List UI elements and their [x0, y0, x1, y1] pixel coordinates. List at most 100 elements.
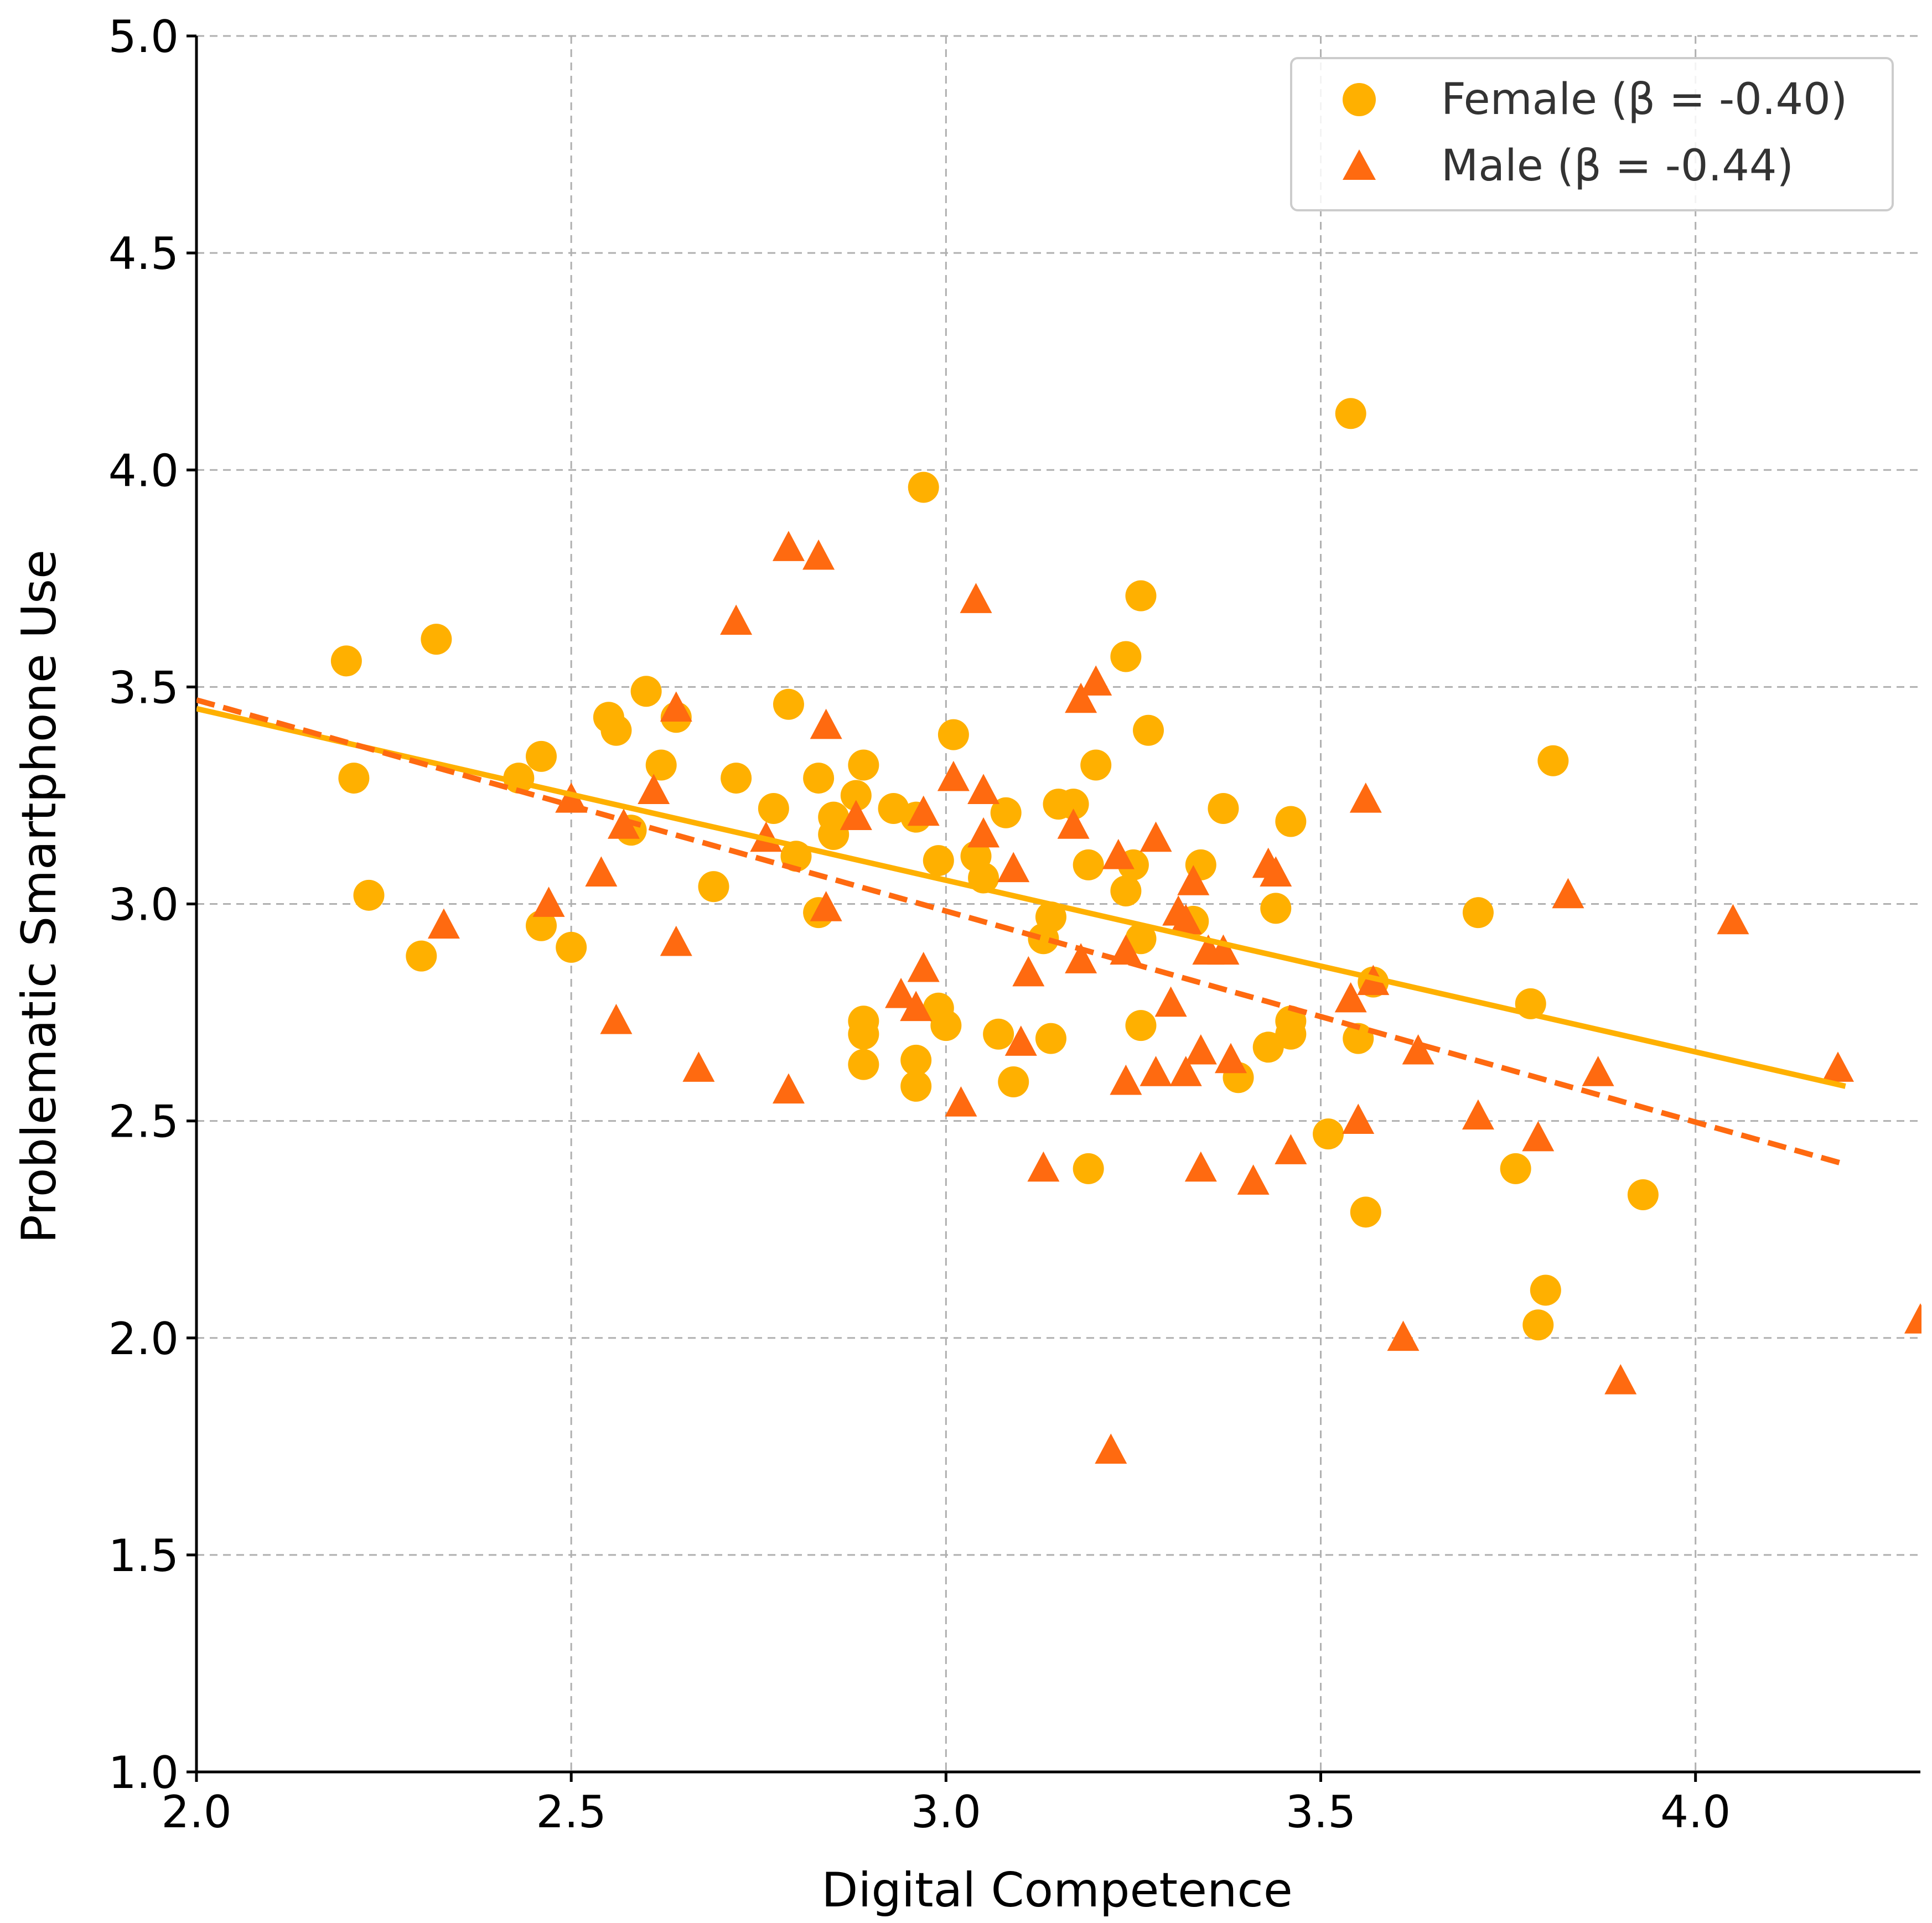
axes [187, 34, 1920, 1782]
female-data-point [990, 797, 1022, 828]
female-data-point [1627, 1179, 1659, 1210]
female-data-point [840, 780, 872, 811]
male-data-point [1027, 1151, 1060, 1182]
female-data-point [1058, 789, 1089, 820]
male-data-point [840, 800, 872, 831]
male-data-point [1582, 1056, 1614, 1086]
female-data-point [645, 749, 677, 781]
male-regression-line [196, 697, 1846, 1167]
male-data-point [937, 760, 970, 791]
female-data-point [1125, 923, 1157, 955]
male-data-point [1822, 1051, 1855, 1082]
male-data-point [945, 1086, 977, 1117]
female-data-point [930, 1010, 962, 1041]
female-data-point [353, 879, 385, 911]
x-tick-label: 3.0 [911, 1786, 981, 1838]
female-data-point [1537, 745, 1569, 776]
male-data-point [960, 583, 992, 613]
male-data-point [638, 774, 670, 804]
male-data-point [1177, 865, 1210, 895]
x-tick-label: 4.0 [1660, 1786, 1731, 1838]
female-data-point [330, 645, 362, 677]
female-data-point [526, 740, 557, 772]
y-tick-label: 3.5 [108, 662, 179, 713]
female-data-point [1252, 1032, 1284, 1063]
legend-box [1290, 57, 1894, 211]
female-data-point [983, 1018, 1014, 1050]
female-data-point [406, 940, 437, 972]
data-points [330, 398, 1921, 1464]
y-tick-label: 3.0 [108, 879, 179, 931]
male-data-point [885, 977, 918, 1008]
male-data-point [660, 691, 692, 722]
grid-lines [195, 35, 1920, 1773]
female-data-point [721, 763, 752, 794]
male-data-point [772, 531, 805, 561]
male-data-point [802, 539, 835, 570]
y-tick-label: 2.5 [108, 1096, 179, 1148]
female-data-point [848, 1049, 879, 1080]
female-data-point [338, 763, 370, 794]
female-regression-line [196, 706, 1846, 1089]
y-tick-label: 5.0 [108, 11, 179, 63]
male-data-point [967, 817, 1000, 848]
y-tick-label: 4.0 [108, 445, 179, 496]
male-data-point [1169, 1056, 1202, 1086]
male-data-point [1080, 665, 1112, 696]
male-data-point [1522, 1121, 1555, 1152]
male-data-point [1207, 934, 1240, 965]
female-data-point [1110, 641, 1142, 672]
male-data-point [1349, 782, 1382, 813]
female-data-point [421, 624, 452, 655]
y-axis-title: Problematic Smartphone Use [12, 550, 67, 1243]
regression-lines [196, 697, 1846, 1167]
female-data-point [1073, 1153, 1104, 1184]
male-data-point [1717, 904, 1749, 935]
male-data-point [900, 991, 933, 1022]
male-data-point [1462, 1099, 1494, 1130]
male-data-point [1057, 808, 1090, 839]
y-tick-label: 1.5 [108, 1530, 179, 1582]
male-data-point [1402, 1034, 1434, 1065]
female-data-point [818, 819, 850, 851]
legend-female-label: Female (β = -0.40) [1441, 75, 1847, 125]
female-data-point [1350, 1196, 1381, 1228]
male-data-point [1552, 878, 1584, 909]
female-data-point [900, 1070, 932, 1102]
male-data-point [1065, 682, 1097, 713]
female-data-point [1080, 749, 1112, 781]
male-data-point [1237, 1164, 1270, 1195]
male-data-point [600, 1004, 633, 1034]
female-data-point [998, 1066, 1029, 1098]
male-data-point [967, 774, 1000, 804]
male-data-point [1904, 1303, 1921, 1334]
legend-male-label: Male (β = -0.44) [1441, 141, 1794, 191]
female-data-point [803, 763, 835, 794]
female-data-point [900, 1044, 932, 1076]
male-data-point [1184, 1151, 1217, 1182]
female-data-point [923, 845, 954, 877]
male-data-point [997, 852, 1030, 883]
x-axis-title: Digital Competence [821, 1863, 1293, 1918]
x-tick-label: 2.5 [536, 1786, 607, 1838]
legend-male-marker-icon [1343, 149, 1376, 180]
male-data-point [427, 908, 460, 939]
male-data-point [1334, 982, 1367, 1013]
male-data-point [720, 604, 753, 635]
female-data-point [1208, 792, 1239, 824]
legend-female-marker-icon [1343, 83, 1376, 116]
female-data-point [1462, 897, 1494, 929]
female-data-point [937, 719, 969, 750]
male-data-point [1110, 1064, 1142, 1095]
female-data-point [1260, 893, 1292, 924]
female-data-point [698, 871, 729, 903]
male-data-point [1102, 839, 1135, 869]
male-data-point [1215, 1043, 1247, 1074]
male-data-point [1169, 904, 1202, 935]
female-data-point [1335, 398, 1366, 429]
female-data-point [1343, 1023, 1374, 1054]
female-data-point [848, 1018, 879, 1050]
female-data-point [1125, 1010, 1157, 1041]
